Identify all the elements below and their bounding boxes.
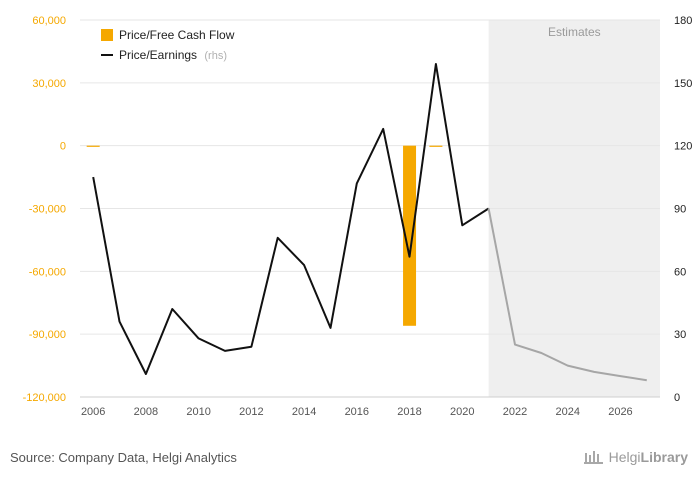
x-tick-label: 2022 [503, 406, 527, 418]
x-tick-label: 2012 [239, 406, 263, 418]
right-tick-label: 90 [674, 204, 686, 216]
legend: Price/Free Cash Flow Price/Earnings (rhs… [101, 28, 235, 62]
legend-label-bar: Price/Free Cash Flow [119, 28, 235, 42]
right-tick-label: 180 [674, 15, 692, 27]
left-tick-label: -90,000 [29, 329, 66, 341]
line-series [92, 63, 647, 382]
left-tick-label: -30,000 [29, 204, 66, 216]
left-tick-label: 30,000 [32, 78, 66, 90]
right-tick-label: 150 [674, 78, 692, 90]
left-tick-label: -120,000 [23, 392, 66, 404]
line-actual [92, 63, 490, 375]
legend-line-name: Price/Earnings [119, 48, 197, 62]
chart: Estimates 60,000 30,000 0 -30,000 -60,000 -90… [23, 15, 693, 418]
bar-2018 [403, 145, 417, 326]
x-tick-label: 2018 [397, 406, 421, 418]
x-tick-label: 2014 [292, 406, 316, 418]
x-tick-label: 2024 [555, 406, 579, 418]
right-tick-label: 60 [674, 266, 686, 278]
right-tick-label: 0 [674, 392, 680, 404]
left-tick-label: 0 [60, 141, 66, 153]
right-tick-label: 120 [674, 141, 692, 153]
bar-series [86, 145, 443, 326]
x-tick-label: 2026 [608, 406, 632, 418]
legend-swatch-bar [101, 29, 113, 41]
left-axis: 60,000 30,000 0 -30,000 -60,000 -90,000 -120,0… [23, 15, 66, 404]
x-axis: 2006 2008 2010 2012 2014 2016 2018 2020 2022 2024… [81, 406, 633, 418]
bar-2019 [429, 145, 443, 147]
library-building-icon [583, 451, 603, 464]
source-note: Source: Company Data, Helgi Analytics [10, 450, 237, 465]
bar-2006 [86, 145, 100, 147]
line-estimate [487, 208, 647, 382]
x-tick-label: 2020 [450, 406, 474, 418]
legend-label-line: Price/Earnings (rhs) [119, 48, 227, 62]
brand-logo: HelgiLibrary [583, 449, 688, 465]
estimates-label: Estimates [548, 25, 601, 39]
x-tick-label: 2006 [81, 406, 105, 418]
brand-name-light: Helgi [608, 449, 641, 465]
x-tick-label: 2008 [134, 406, 158, 418]
legend-rhs-label: (rhs) [204, 50, 227, 62]
left-tick-label: -60,000 [29, 266, 66, 278]
x-tick-label: 2010 [186, 406, 210, 418]
left-tick-label: 60,000 [32, 15, 66, 27]
right-axis: 180 150 120 90 60 30 0 [674, 15, 692, 404]
x-tick-label: 2016 [345, 406, 369, 418]
right-tick-label: 30 [674, 329, 686, 341]
brand-name-bold: Library [640, 449, 688, 465]
gridlines [80, 19, 660, 398]
